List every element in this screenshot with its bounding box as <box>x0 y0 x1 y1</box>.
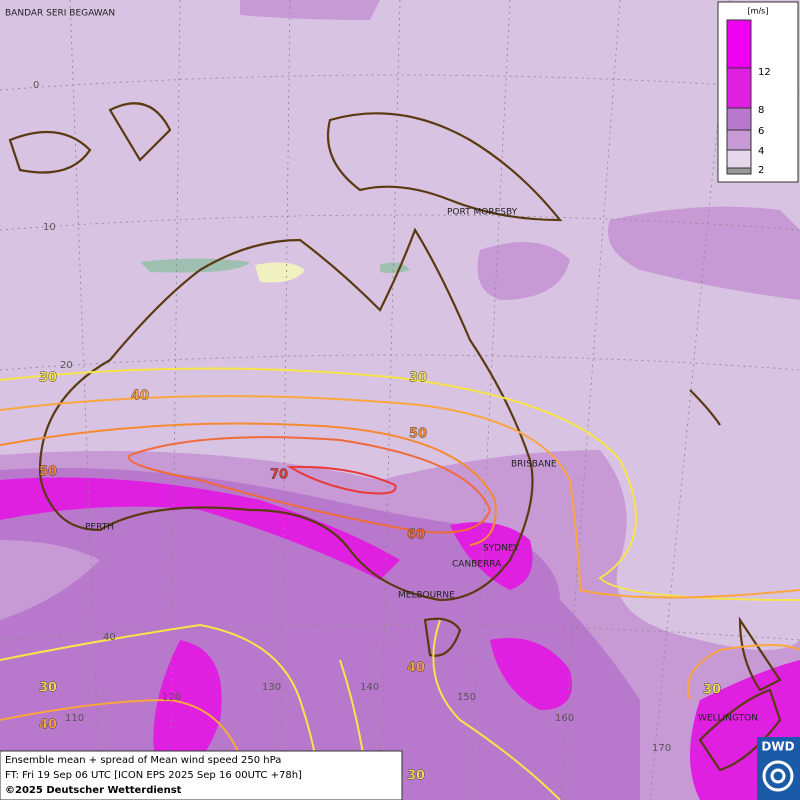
contour-label: 50 <box>409 427 427 442</box>
contour-labels: 30 30 40 50 50 60 70 30 40 40 30 30 <box>39 370 721 784</box>
legend-label: 8 <box>758 105 764 116</box>
footer: Ensemble mean + spread of Mean wind spee… <box>0 750 403 801</box>
city-label: BANDAR SERI BEGAWAN <box>5 9 115 19</box>
contour-label: 30 <box>703 683 721 698</box>
contour-label: 40 <box>39 718 57 733</box>
lon-label: 170 <box>652 743 671 754</box>
legend-swatch <box>726 19 752 69</box>
city-label: PERTH <box>85 523 114 533</box>
legend-swatch <box>726 149 752 169</box>
lat-label: 20 <box>60 360 73 371</box>
lat-label: 40 <box>103 632 116 643</box>
city-label: BRISBANE <box>511 460 557 470</box>
lon-label: 160 <box>555 713 574 724</box>
lon-label: 110 <box>65 713 84 724</box>
city-label: PORT MORESBY <box>447 208 518 218</box>
grid-labels: 0 10 20 40 110 120 130 140 150 160 170 <box>33 80 671 754</box>
contour-label: 50 <box>39 465 57 480</box>
logo-text: DWD <box>761 740 794 754</box>
lat-label: 10 <box>43 222 56 233</box>
footer-box <box>0 750 403 801</box>
city-label: MELBOURNE <box>398 591 455 601</box>
legend-label: 4 <box>758 146 764 157</box>
footer-text: Ensemble mean + spread of Mean wind spee… <box>5 755 281 766</box>
legend-swatch <box>726 167 752 175</box>
logo-swirl <box>762 760 794 792</box>
legend-label: 6 <box>758 126 764 137</box>
city-labels: BANDAR SERI BEGAWAN PORT MORESBY BRISBAN… <box>5 9 758 724</box>
contour-label: 30 <box>39 681 57 696</box>
legend-swatch <box>726 107 752 131</box>
legend: [m/s] 12 8 6 4 2 <box>717 1 799 183</box>
legend-unit: [m/s] <box>748 7 769 16</box>
legend-swatch <box>726 129 752 151</box>
contour-label: 30 <box>409 371 427 386</box>
lon-label: 130 <box>262 682 281 693</box>
lon-label: 150 <box>457 692 476 703</box>
contour-label: 40 <box>407 661 425 676</box>
contour-label: 30 <box>407 769 425 784</box>
footer-copyright: ©2025 Deutscher Wetterdienst <box>5 785 182 796</box>
legend-label: 2 <box>758 165 764 176</box>
logo-swirl <box>770 768 786 784</box>
legend-swatch <box>726 67 752 109</box>
contour-label: 60 <box>407 528 425 543</box>
footer-text: FT: Fri 19 Sep 06 UTC [ICON EPS 2025 Sep… <box>5 770 302 781</box>
coastline <box>8 102 782 772</box>
contour-label: 30 <box>39 371 57 386</box>
city-label: WELLINGTON <box>698 714 758 724</box>
lon-label: 140 <box>360 682 379 693</box>
lat-label: 0 <box>33 80 39 91</box>
city-label: SYDNEY <box>483 544 520 554</box>
contour-label: 40 <box>131 389 149 404</box>
legend-label: 12 <box>758 67 771 78</box>
city-label: CANBERRA <box>452 560 502 570</box>
logo: DWD <box>757 737 800 800</box>
contour-label: 70 <box>270 468 288 483</box>
lon-label: 120 <box>162 692 181 703</box>
